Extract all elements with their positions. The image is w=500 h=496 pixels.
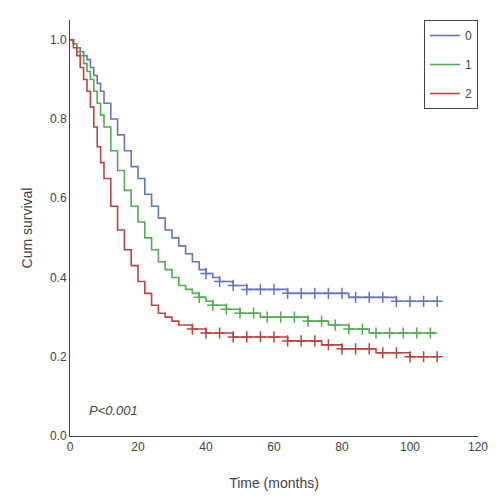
- svg-text:80: 80: [335, 440, 349, 454]
- svg-text:1.0: 1.0: [50, 33, 67, 47]
- svg-text:P<0.001: P<0.001: [89, 403, 138, 418]
- svg-text:0.8: 0.8: [50, 112, 67, 126]
- svg-text:0.4: 0.4: [50, 271, 67, 285]
- svg-text:0.2: 0.2: [50, 350, 67, 364]
- svg-text:100: 100: [400, 440, 420, 454]
- svg-text:Time (months): Time (months): [229, 475, 319, 491]
- svg-text:2: 2: [465, 87, 472, 101]
- svg-text:0.6: 0.6: [50, 191, 67, 205]
- svg-text:0.0: 0.0: [50, 429, 67, 443]
- svg-text:Cum survival: Cum survival: [19, 188, 35, 269]
- svg-text:1: 1: [465, 58, 472, 72]
- svg-text:60: 60: [267, 440, 281, 454]
- svg-text:20: 20: [131, 440, 145, 454]
- svg-text:0: 0: [465, 29, 472, 43]
- svg-text:120: 120: [468, 440, 488, 454]
- svg-text:40: 40: [199, 440, 213, 454]
- svg-text:0: 0: [67, 440, 74, 454]
